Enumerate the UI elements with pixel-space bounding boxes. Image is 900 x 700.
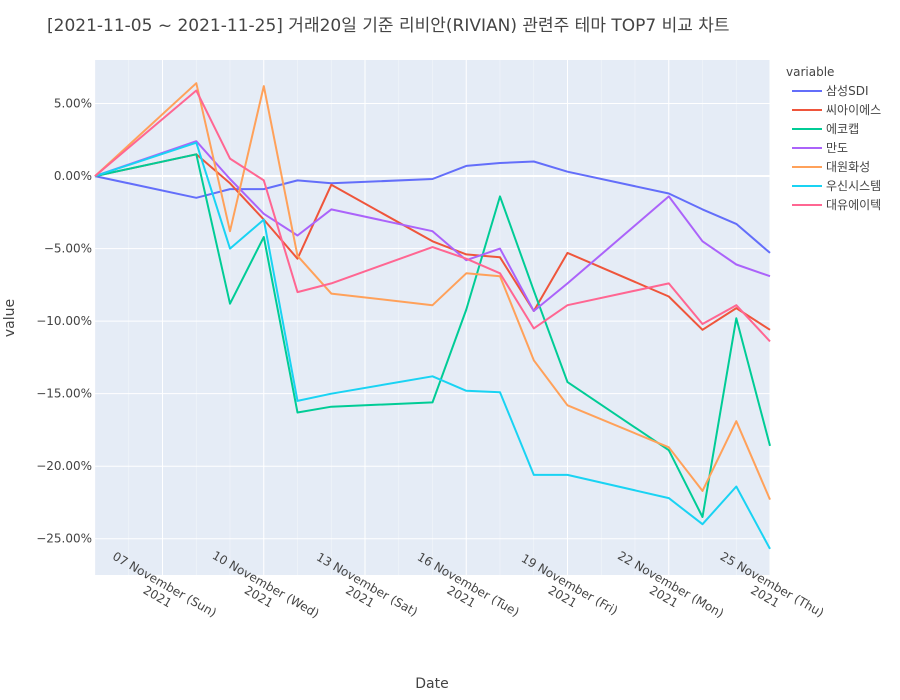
series-line[interactable] bbox=[94, 141, 771, 550]
y-tick-label: 0.00% bbox=[54, 169, 92, 183]
legend-title: variable bbox=[786, 65, 834, 79]
series-line[interactable] bbox=[94, 153, 771, 331]
series-line[interactable] bbox=[94, 89, 771, 343]
y-axis-ticks: 5.00% 0.00% −5.00% −10.00% −15.00% −20.00% −25… bbox=[36, 97, 92, 546]
series-line[interactable] bbox=[94, 140, 771, 312]
chart-title: [2021-11-05 ~ 2021-11-25] 거래20일 기준 리비안(R… bbox=[47, 16, 730, 36]
y-tick-label: −25.00% bbox=[36, 532, 92, 546]
x-tick-label-line1: 25 November (Thu) bbox=[718, 549, 827, 620]
y-tick-label: 5.00% bbox=[54, 97, 92, 111]
legend-label: 만도 bbox=[826, 141, 848, 155]
legend-label: 대유에이텍 bbox=[826, 198, 881, 212]
legend-item[interactable]: 대유에이텍 bbox=[792, 198, 881, 212]
x-axis-label: Date bbox=[415, 676, 448, 692]
y-tick-label: −15.00% bbox=[36, 387, 92, 401]
series-line[interactable] bbox=[94, 153, 771, 518]
legend-item[interactable]: 에코캡 bbox=[792, 122, 859, 136]
y-axis-label: value bbox=[2, 299, 18, 337]
series-line[interactable] bbox=[94, 160, 771, 254]
legend-label: 씨아이에스 bbox=[826, 103, 881, 117]
grid bbox=[94, 60, 771, 575]
series-layer bbox=[94, 82, 771, 550]
legend-item[interactable]: 대원화성 bbox=[792, 160, 870, 174]
legend-label: 우신시스템 bbox=[826, 179, 881, 193]
legend-label: 대원화성 bbox=[826, 160, 870, 174]
legend-item[interactable]: 씨아이에스 bbox=[792, 103, 881, 117]
legend-label: 에코캡 bbox=[826, 122, 859, 136]
legend-item[interactable]: 삼성SDI bbox=[792, 84, 868, 98]
y-tick-label: −20.00% bbox=[36, 459, 92, 473]
legend-item[interactable]: 우신시스템 bbox=[792, 179, 881, 193]
series-line[interactable] bbox=[94, 82, 771, 500]
legend-item[interactable]: 만도 bbox=[792, 141, 848, 155]
y-tick-label: −10.00% bbox=[36, 314, 92, 328]
legend-label: 삼성SDI bbox=[826, 84, 868, 98]
y-tick-label: −5.00% bbox=[44, 242, 92, 256]
